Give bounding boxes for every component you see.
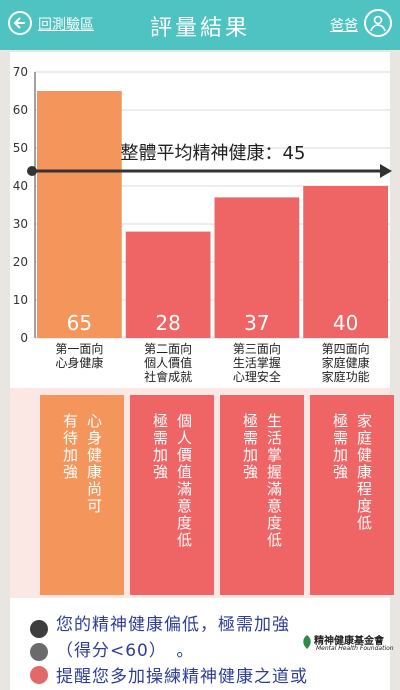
category-label-1: 第一面向 心身健康 (39, 342, 119, 370)
category-label-2: 第二面向 個人價值 社會成就 (128, 342, 208, 384)
y-tick-label: 70 (13, 65, 28, 79)
category-label-line: 社會成就 (144, 370, 193, 384)
bar-3 (214, 197, 300, 338)
back-to-test-link[interactable]: 回測驗區 (38, 17, 94, 33)
average-label: 整體平均精神健康：45 (121, 143, 306, 164)
category-label-line: 第四面向 (321, 342, 370, 356)
page-title: 評量結果 (149, 16, 250, 41)
y-tick-label: 60 (13, 103, 28, 117)
traffic-light-icon (30, 620, 48, 689)
card-4-line-1: 家庭健康程度低 (355, 413, 373, 532)
category-label-line: 生活掌握 (232, 356, 281, 370)
card-2-line-1: 個人價值滿意度低 (175, 413, 193, 549)
bar-value-label-1: 65 (67, 311, 92, 335)
y-tick-label: 30 (13, 217, 28, 231)
card-1-line-2: 有待加強 (61, 413, 79, 481)
bar-1 (37, 91, 122, 338)
avatar-icon[interactable] (364, 9, 392, 37)
y-tick-label: 0 (20, 331, 28, 345)
result-message-line-1: 您的精神健康偏低，極需加強 (56, 615, 290, 635)
bar-4 (303, 186, 388, 338)
category-label-line: 心理安全 (232, 370, 281, 384)
category-label-line: 第一面向 (55, 342, 104, 356)
card-3-line-1: 生活掌握滿意度低 (265, 413, 283, 549)
category-label-4: 第四面向 家庭健康 家庭功能 (306, 342, 386, 384)
app-header: 回測驗區 評量結果 爸爸 (0, 0, 400, 50)
category-label-line: 第二面向 (144, 342, 193, 356)
result-card-3: 生活掌握滿意度低 極需加強 (220, 395, 304, 595)
y-tick-label: 50 (13, 141, 28, 155)
result-card-1: 心身健康尚可 有待加強 (40, 395, 124, 595)
category-label-line: 家庭健康 (321, 356, 370, 370)
category-label-line: 心身健康 (55, 356, 104, 370)
foundation-name-en: Mental Health Foundation (316, 645, 394, 652)
category-label-line: 第三面向 (232, 342, 281, 356)
y-tick-label: 20 (13, 255, 28, 269)
user-name-link[interactable]: 爸爸 (330, 18, 358, 34)
bar-value-label-3: 37 (244, 311, 269, 335)
foundation-leaf-icon (303, 635, 311, 649)
category-label-line: 家庭功能 (321, 370, 370, 384)
result-message-line-2: （得分<60） 。 (56, 641, 195, 661)
average-line-start (27, 166, 37, 176)
card-1-line-1: 心身健康尚可 (85, 413, 103, 515)
bar-value-label-2: 28 (155, 311, 180, 335)
y-tick-label: 10 (13, 293, 28, 307)
score-bar-chart: 0 10 20 30 40 50 60 70 65 28 37 40 整體平均精神健康：45 (13, 65, 392, 345)
bar-value-label-4: 40 (333, 311, 358, 335)
card-2-line-2: 極需加強 (151, 413, 169, 481)
result-card-2: 個人價值滿意度低 極需加強 (130, 395, 214, 595)
card-4-line-2: 極需加強 (331, 413, 349, 481)
category-label-3: 第三面向 生活掌握 心理安全 (217, 342, 297, 384)
result-message-line-3: 提醒您多加操練精神健康之道或 (56, 667, 308, 687)
card-3-line-2: 極需加強 (241, 413, 259, 481)
foundation-name: 精神健康基金會 (314, 636, 384, 647)
average-arrow-icon (380, 164, 392, 178)
result-card-4: 家庭健康程度低 極需加強 (310, 395, 394, 595)
back-arrow-icon[interactable] (8, 11, 32, 35)
bar-2 (125, 231, 211, 338)
category-label-line: 個人價值 (144, 356, 193, 370)
y-tick-label: 40 (13, 179, 28, 193)
